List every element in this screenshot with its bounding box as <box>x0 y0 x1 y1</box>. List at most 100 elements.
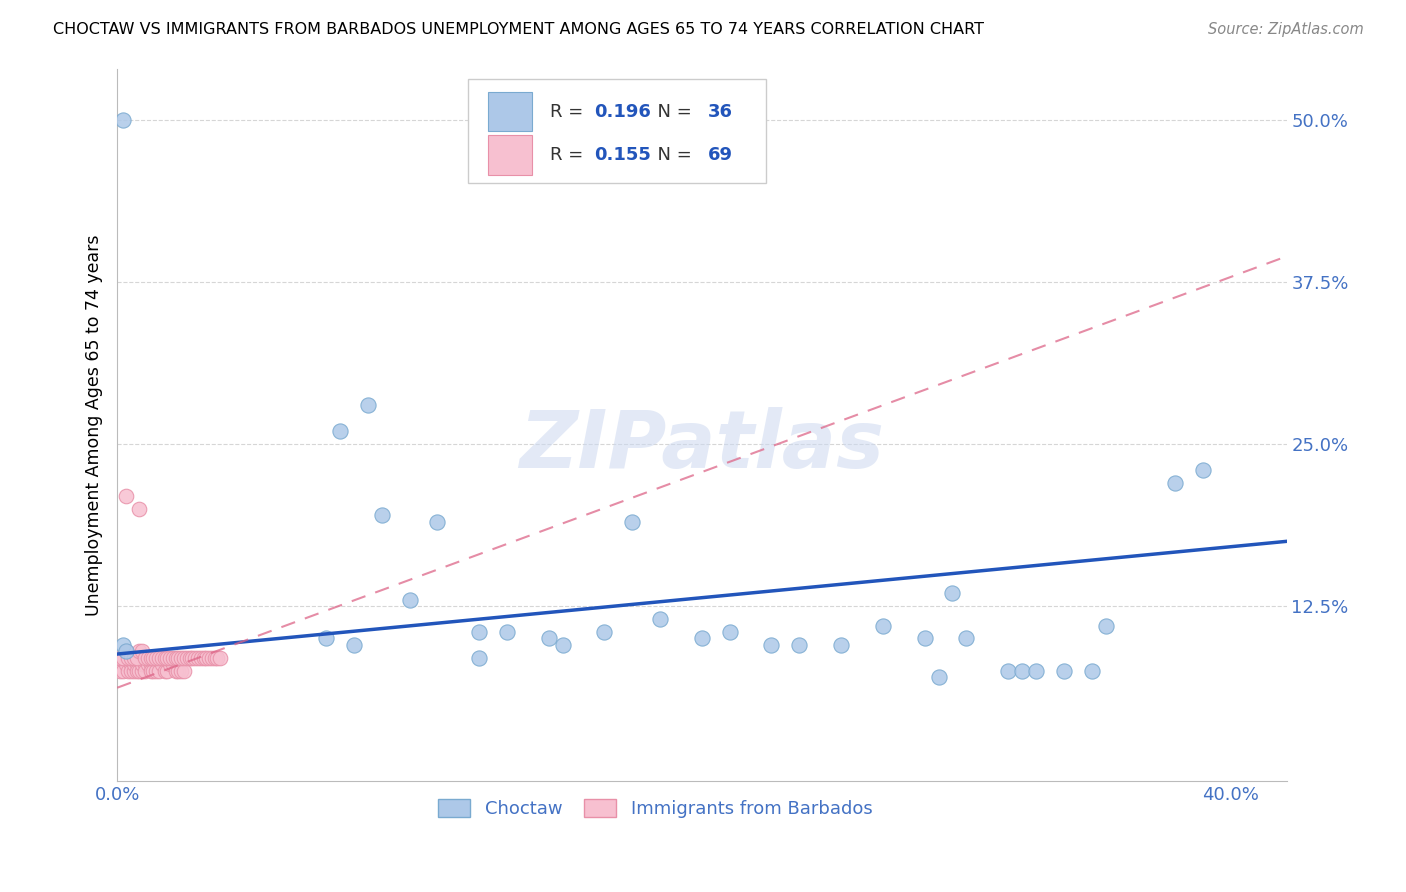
Point <box>184 651 207 665</box>
Point <box>195 651 218 665</box>
Point <box>150 651 173 665</box>
Point <box>650 612 672 626</box>
Bar <box>488 136 533 175</box>
Text: ZIPatlas: ZIPatlas <box>519 407 884 485</box>
FancyBboxPatch shape <box>468 79 766 183</box>
Point <box>370 508 392 523</box>
Point <box>179 651 201 665</box>
Point <box>468 651 491 665</box>
Text: N =: N = <box>645 146 697 164</box>
Point <box>593 625 616 640</box>
Point <box>114 489 136 503</box>
Point <box>111 664 134 678</box>
Point <box>145 664 167 678</box>
Point <box>114 644 136 658</box>
Point <box>193 651 215 665</box>
Point <box>1164 476 1187 491</box>
Point <box>142 651 165 665</box>
Point <box>114 644 136 658</box>
Point <box>315 632 337 646</box>
Point <box>150 657 173 672</box>
Point <box>761 638 783 652</box>
Legend: Choctaw, Immigrants from Barbados: Choctaw, Immigrants from Barbados <box>430 792 880 825</box>
Point <box>343 638 366 652</box>
Point <box>122 657 145 672</box>
Point <box>187 651 209 665</box>
Point <box>1011 664 1033 678</box>
Point <box>139 651 162 665</box>
Point <box>551 638 574 652</box>
Text: 0.155: 0.155 <box>595 146 651 164</box>
Point <box>122 651 145 665</box>
Text: 0.196: 0.196 <box>595 103 651 120</box>
Point <box>165 664 187 678</box>
Point <box>153 664 176 678</box>
Point <box>117 664 139 678</box>
Point <box>537 632 560 646</box>
Point <box>134 651 156 665</box>
Point <box>111 651 134 665</box>
Point <box>111 638 134 652</box>
Point <box>159 651 181 665</box>
Point <box>131 664 153 678</box>
Point <box>125 651 148 665</box>
Point <box>120 664 142 678</box>
Point <box>176 651 198 665</box>
Point <box>128 664 150 678</box>
Point <box>468 625 491 640</box>
Point <box>198 651 221 665</box>
Point <box>496 625 519 640</box>
Point <box>207 651 229 665</box>
Point <box>690 632 713 646</box>
Point <box>204 651 226 665</box>
Point <box>117 651 139 665</box>
Point <box>928 670 950 684</box>
Point <box>153 651 176 665</box>
Point <box>156 664 179 678</box>
Text: R =: R = <box>550 146 589 164</box>
Point <box>941 586 963 600</box>
Text: R =: R = <box>550 103 589 120</box>
Point <box>914 632 936 646</box>
Point <box>125 664 148 678</box>
Point <box>134 664 156 678</box>
Point <box>134 657 156 672</box>
Point <box>122 664 145 678</box>
Text: 69: 69 <box>707 146 733 164</box>
Point <box>131 657 153 672</box>
Point <box>872 618 894 632</box>
Text: 36: 36 <box>707 103 733 120</box>
Point <box>108 664 131 678</box>
Point <box>128 502 150 516</box>
Point <box>173 664 195 678</box>
Point <box>139 657 162 672</box>
Point <box>114 657 136 672</box>
Point <box>108 651 131 665</box>
Point <box>128 644 150 658</box>
Point <box>162 657 184 672</box>
Point <box>111 113 134 128</box>
Point <box>1053 664 1076 678</box>
Point <box>162 651 184 665</box>
Point <box>120 657 142 672</box>
Text: Source: ZipAtlas.com: Source: ZipAtlas.com <box>1208 22 1364 37</box>
Point <box>426 515 449 529</box>
Point <box>830 638 852 652</box>
Point <box>997 664 1019 678</box>
Text: N =: N = <box>645 103 697 120</box>
Point <box>173 651 195 665</box>
Point <box>789 638 811 652</box>
Point <box>1094 618 1116 632</box>
Point <box>145 651 167 665</box>
Point <box>1192 463 1215 477</box>
Point <box>142 664 165 678</box>
Point <box>136 651 159 665</box>
Point <box>167 664 190 678</box>
Point <box>955 632 977 646</box>
Point <box>170 664 193 678</box>
Point <box>165 651 187 665</box>
Point <box>131 644 153 658</box>
Point <box>329 424 352 438</box>
Point <box>357 398 380 412</box>
Text: CHOCTAW VS IMMIGRANTS FROM BARBADOS UNEMPLOYMENT AMONG AGES 65 TO 74 YEARS CORRE: CHOCTAW VS IMMIGRANTS FROM BARBADOS UNEM… <box>53 22 984 37</box>
